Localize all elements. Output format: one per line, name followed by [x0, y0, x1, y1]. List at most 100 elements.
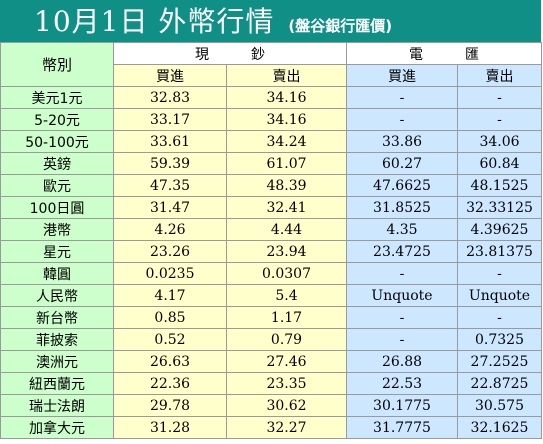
table-row: 星元 23.26 23.94 23.4725 23.81375	[0, 240, 542, 263]
cash-sell-cell: 32.41	[226, 196, 347, 219]
cash-sell-cell: 4.44	[226, 218, 347, 241]
wire-buy-cell: 60.27	[346, 152, 458, 175]
wire-buy-cell: 4.35	[346, 218, 458, 241]
cash-buy-cell: 33.17	[113, 108, 227, 131]
currency-label: 加拿大元	[0, 416, 114, 439]
cash-sell-cell: 5.4	[226, 284, 347, 307]
wire-buy-cell: 22.53	[346, 372, 458, 395]
wire-sell-cell: 22.8725	[457, 372, 542, 395]
cash-buy-cell: 4.26	[113, 218, 227, 241]
cash-buy-cell: 22.36	[113, 372, 227, 395]
currency-label: 紐西蘭元	[0, 372, 114, 395]
wire-buy-cell: Unquote	[346, 284, 458, 307]
currency-label: 英鎊	[0, 152, 114, 175]
title-bar: 10月1日 外幣行情 (盤谷銀行匯價)	[0, 0, 541, 42]
wire-sell-cell: -	[457, 306, 542, 329]
table-row: 5-20元 33.17 34.16- -	[0, 108, 542, 131]
wire-sell-cell: 48.1525	[457, 174, 542, 197]
table-row: 加拿大元 31.28 32.27 31.7775 32.1625	[0, 416, 542, 439]
wire-buy-cell: -	[346, 328, 458, 351]
cash-buy-cell: 23.26	[113, 240, 227, 263]
table-row: 美元1元 32.83 34.16- -	[0, 86, 542, 109]
wire-buy-cell: 26.88	[346, 350, 458, 373]
wire-sell-cell: 32.1625	[457, 416, 542, 439]
cash-sell-cell: 30.62	[226, 394, 347, 417]
wire-sell-cell: -	[457, 86, 542, 109]
currency-label: 瑞士法朗	[0, 394, 114, 417]
wire-group-header: 電 匯	[346, 42, 542, 65]
cash-buy-cell: 29.78	[113, 394, 227, 417]
cash-buy-cell: 31.47	[113, 196, 227, 219]
table-row: 韓圓 0.0235 0.0307- -	[0, 262, 542, 285]
cash-sell-cell: 27.46	[226, 350, 347, 373]
wire-sell-cell: 32.33125	[457, 196, 542, 219]
table-row: 50-100元 33.61 34.24 33.86 34.06	[0, 130, 542, 153]
cash-buy-cell: 0.52	[113, 328, 227, 351]
currency-label: 100日圓	[0, 196, 114, 219]
cash-sell-cell: 61.07	[226, 152, 347, 175]
cash-buy-cell: 33.61	[113, 130, 227, 153]
currency-label: 50-100元	[0, 130, 114, 153]
wire-sell-cell: -	[457, 262, 542, 285]
wire-sell-cell: 27.2525	[457, 350, 542, 373]
wire-buy-cell: -	[346, 108, 458, 131]
currency-column-header: 幣別	[0, 42, 114, 87]
wire-sell-header: 賣出	[457, 64, 542, 87]
table-row: 澳洲元 26.63 27.46 26.88 27.2525	[0, 350, 542, 373]
cash-sell-cell: 23.94	[226, 240, 347, 263]
cash-sell-cell: 34.16	[226, 108, 347, 131]
cash-sell-cell: 32.27	[226, 416, 347, 439]
currency-label: 新台幣	[0, 306, 114, 329]
table-row: 人民幣 4.17 5.4 Unquote Unquote	[0, 284, 542, 307]
wire-sell-cell: 34.06	[457, 130, 542, 153]
wire-buy-cell: 47.6625	[346, 174, 458, 197]
wire-buy-cell: 23.4725	[346, 240, 458, 263]
table-row: 瑞士法朗 29.78 30.62 30.1775 30.575	[0, 394, 542, 417]
exchange-rate-table: 幣別 現 鈔 電 匯 買進 賣出 買進 賣出 美元1元 32.83 34.16- -5…	[0, 42, 542, 439]
cash-buy-cell: 26.63	[113, 350, 227, 373]
cash-group-header: 現 鈔	[113, 42, 347, 65]
currency-label: 菲披索	[0, 328, 114, 351]
table-row: 新台幣 0.85 1.17- -	[0, 306, 542, 329]
currency-label: 澳洲元	[0, 350, 114, 373]
cash-buy-header: 買進	[113, 64, 227, 87]
currency-label: 歐元	[0, 174, 114, 197]
cash-sell-cell: 1.17	[226, 306, 347, 329]
wire-sell-cell: 0.7325	[457, 328, 542, 351]
table-row: 100日圓 31.47 32.41 31.8525 32.33125	[0, 196, 542, 219]
cash-sell-cell: 34.16	[226, 86, 347, 109]
wire-buy-cell: -	[346, 306, 458, 329]
cash-buy-cell: 0.85	[113, 306, 227, 329]
currency-label: 港幣	[0, 218, 114, 241]
cash-buy-cell: 32.83	[113, 86, 227, 109]
wire-sell-cell: Unquote	[457, 284, 542, 307]
cash-sell-cell: 23.35	[226, 372, 347, 395]
table-row: 英鎊 59.39 61.07 60.27 60.84	[0, 152, 542, 175]
wire-buy-header: 買進	[346, 64, 458, 87]
wire-buy-cell: -	[346, 86, 458, 109]
table-row: 紐西蘭元 22.36 23.35 22.53 22.8725	[0, 372, 542, 395]
wire-sell-cell: 30.575	[457, 394, 542, 417]
cash-sell-header: 賣出	[226, 64, 347, 87]
wire-buy-cell: 30.1775	[346, 394, 458, 417]
currency-label: 星元	[0, 240, 114, 263]
table-row: 港幣 4.26 4.44 4.35 4.39625	[0, 218, 542, 241]
wire-sell-cell: 4.39625	[457, 218, 542, 241]
currency-label: 5-20元	[0, 108, 114, 131]
wire-buy-cell: 31.8525	[346, 196, 458, 219]
cash-buy-cell: 47.35	[113, 174, 227, 197]
wire-sell-cell: 23.81375	[457, 240, 542, 263]
table-row: 菲披索 0.52 0.79-0.7325	[0, 328, 542, 351]
currency-label: 美元1元	[0, 86, 114, 109]
wire-buy-cell: 33.86	[346, 130, 458, 153]
currency-label: 人民幣	[0, 284, 114, 307]
wire-sell-cell: -	[457, 108, 542, 131]
cash-buy-cell: 0.0235	[113, 262, 227, 285]
cash-buy-cell: 31.28	[113, 416, 227, 439]
cash-sell-cell: 0.0307	[226, 262, 347, 285]
cash-buy-cell: 4.17	[113, 284, 227, 307]
page-title: 10月1日 外幣行情	[34, 5, 275, 38]
wire-buy-cell: -	[346, 262, 458, 285]
cash-sell-cell: 48.39	[226, 174, 347, 197]
